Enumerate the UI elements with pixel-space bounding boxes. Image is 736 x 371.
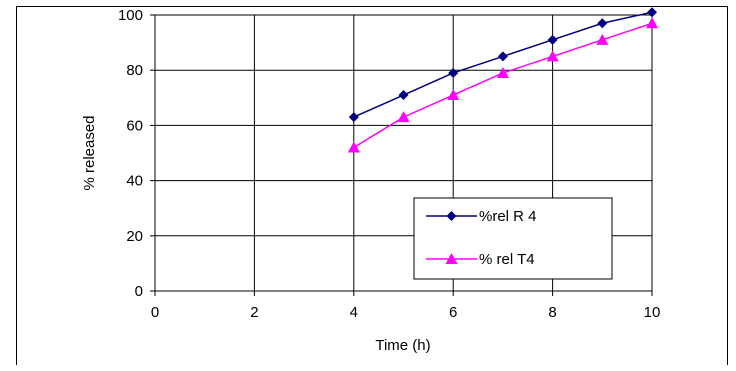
x-tick-label: 0 <box>151 304 159 321</box>
x-tick-label: 10 <box>644 304 661 321</box>
y-tick-label: 0 <box>135 283 143 300</box>
chart-frame <box>16 6 728 365</box>
legend-label-series-1: %rel R 4 <box>479 208 537 225</box>
x-tick-label: 8 <box>548 304 556 321</box>
x-tick-label: 6 <box>449 304 457 321</box>
data-point-series-2 <box>397 111 410 123</box>
legend-label-series-2: % rel T4 <box>479 251 535 268</box>
data-point-series-1 <box>597 18 608 29</box>
series-group <box>347 7 658 153</box>
data-point-series-1 <box>448 67 459 78</box>
data-point-series-2 <box>347 141 360 153</box>
data-point-series-1 <box>547 34 558 45</box>
data-point-series-2 <box>646 17 658 29</box>
y-tick-label: 100 <box>118 7 143 24</box>
data-point-series-1 <box>348 112 359 123</box>
data-point-series-1 <box>497 51 508 62</box>
y-tick-label: 40 <box>126 173 143 190</box>
data-point-series-2 <box>496 66 509 78</box>
y-tick-label: 20 <box>126 228 143 245</box>
grid-lines <box>154 14 653 292</box>
data-point-series-1 <box>398 90 409 101</box>
data-point-series-2 <box>546 50 559 62</box>
legend-marker-series-1-diamond-icon <box>446 211 457 221</box>
legend-box <box>413 197 613 280</box>
y-tick-label: 80 <box>126 62 143 79</box>
legend: %rel R 4 % rel T4 <box>413 197 613 280</box>
y-axis-title: % released <box>81 115 98 190</box>
data-point-series-1 <box>647 7 657 18</box>
x-tick-label: 4 <box>350 304 358 321</box>
y-tick-label: 60 <box>126 117 143 134</box>
legend-marker-series-2-triangle-icon <box>445 253 458 264</box>
data-point-series-2 <box>596 33 609 45</box>
x-axis-title: Time (h) <box>375 337 430 354</box>
x-tick-label: 2 <box>250 304 258 321</box>
axes: 0 20 40 60 80 100 0 2 4 6 8 10 <box>118 7 660 321</box>
data-point-series-2 <box>447 89 460 101</box>
